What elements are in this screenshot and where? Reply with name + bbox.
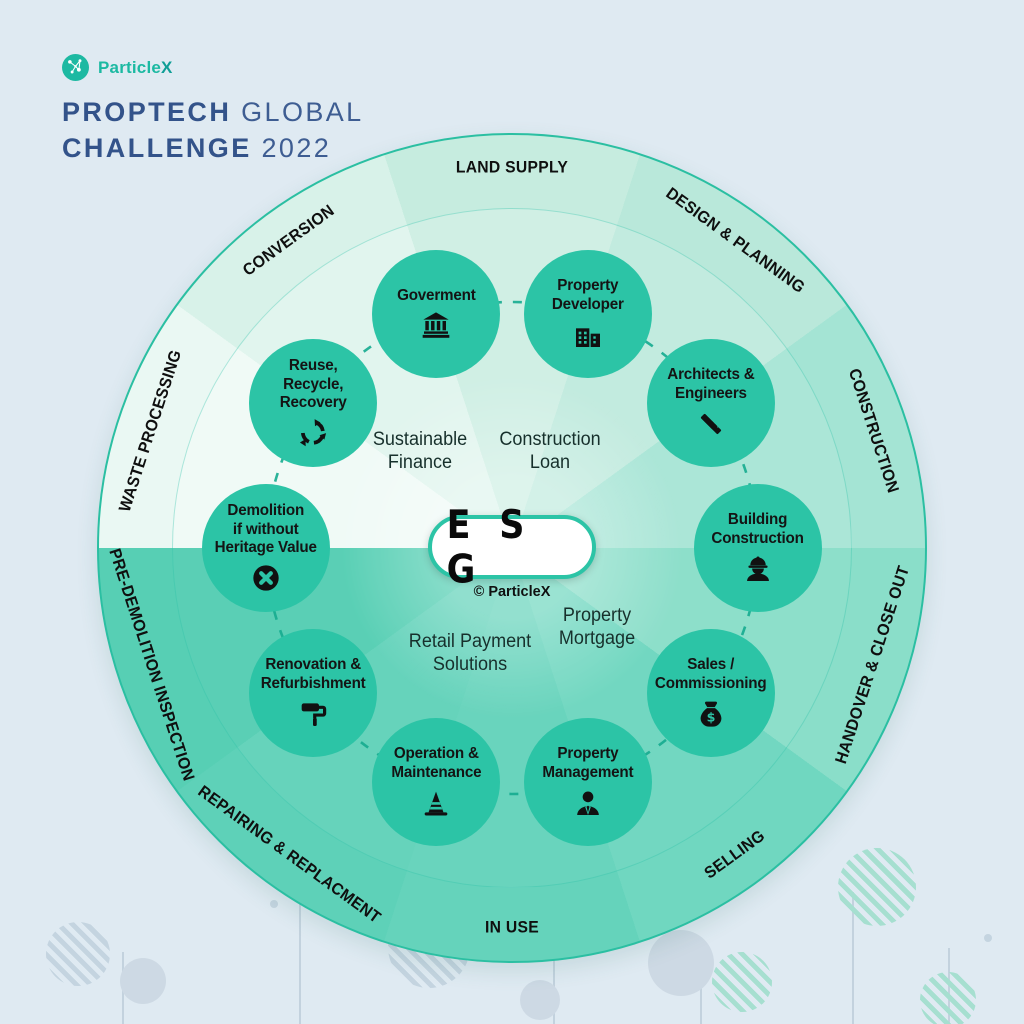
paint-roller-icon	[301, 702, 327, 726]
node-label: Sales / Commissioning	[655, 656, 767, 692]
node-label: Operation & Maintenance	[391, 745, 481, 781]
decor-stem	[852, 892, 854, 1024]
title-line-1: PROPTECH GLOBAL	[62, 95, 364, 131]
decor-circle	[648, 930, 714, 996]
node-label: Property Management	[542, 745, 634, 781]
stakeholder-node-building-construction: Building Construction	[694, 484, 822, 612]
decor-circle	[120, 958, 166, 1004]
node-label: Renovation & Refurbishment	[260, 656, 366, 692]
stakeholder-node-architects-engineers: Architects & Engineers	[647, 339, 775, 467]
construction-worker-icon	[747, 556, 769, 581]
title-global: GLOBAL	[241, 97, 364, 127]
page-title: PROPTECH GLOBAL CHALLENGE 2022	[62, 95, 364, 166]
stakeholder-node-reuse-recycle-recovery: Reuse, Recycle, Recovery	[249, 339, 377, 467]
node-label: Goverment	[396, 286, 476, 304]
node-label: Demolition if without Heritage Value	[214, 502, 318, 557]
stakeholder-node-sales-commissioning: Sales / Commissioning $	[647, 629, 775, 757]
esg-badge: E S G	[428, 502, 596, 592]
pencil-ruler-icon	[700, 413, 722, 434]
decor-striped-circle	[712, 952, 772, 1012]
node-label: Property Developer	[552, 277, 624, 313]
recycle-icon	[299, 418, 327, 447]
decor-stem	[700, 968, 702, 1024]
title-challenge: CHALLENGE	[62, 132, 252, 163]
decor-stem	[299, 872, 301, 1024]
finance-label-construction-loan: Construction Loan	[499, 428, 601, 473]
stakeholder-node-operation-maintenance: Operation & Maintenance	[372, 718, 500, 846]
node-label: Reuse, Recycle, Recovery	[279, 357, 347, 412]
title-line-2: CHALLENGE 2022	[62, 131, 364, 167]
node-label: Building Construction	[711, 511, 805, 547]
decor-striped-circle	[46, 922, 110, 986]
decor-stem	[553, 935, 555, 1024]
manager-icon	[577, 791, 599, 815]
stakeholder-node-renovation-refurbishment: Renovation & Refurbishment	[249, 629, 377, 757]
brand-x: X	[161, 57, 173, 77]
stakeholder-node-goverment: Goverment	[372, 250, 500, 378]
buildings-icon	[576, 327, 600, 347]
decor-dot	[984, 934, 992, 942]
esg-title: E S G	[446, 502, 533, 592]
stakeholder-node-property-developer: Property Developer	[524, 250, 652, 378]
finance-label-property-mortgage: Property Mortgage	[558, 604, 636, 649]
svg-text:$: $	[707, 709, 716, 724]
particlex-logo-icon	[62, 54, 89, 81]
traffic-cone-icon	[424, 791, 448, 816]
decor-circle	[520, 980, 560, 1020]
decor-striped-circle	[920, 972, 976, 1024]
money-bag-icon: $	[700, 701, 722, 727]
decor-striped-circle	[838, 848, 916, 926]
phase-label-land-supply: LAND SUPPLY	[455, 158, 569, 177]
bank-icon	[422, 312, 450, 339]
title-proptech: PROPTECH	[62, 97, 232, 127]
stakeholder-node-property-management: Property Management	[524, 718, 652, 846]
stakeholder-node-demolition: Demolition if without Heritage Value	[202, 484, 330, 612]
brand-particle: Particle	[98, 57, 162, 77]
header: ParticleX PROPTECH GLOBAL CHALLENGE 2022	[62, 54, 364, 166]
finance-label-sustainable-finance: Sustainable Finance	[372, 428, 468, 473]
title-year: 2022	[261, 132, 332, 163]
phase-label-in-use: IN USE	[485, 918, 539, 937]
esg-copyright: © ParticleX	[473, 584, 551, 600]
finance-label-retail-payment-solutions: Retail Payment Solutions	[408, 630, 532, 675]
brand: ParticleX	[62, 54, 364, 81]
node-label: Architects & Engineers	[667, 366, 755, 402]
brand-name: ParticleX	[98, 58, 173, 78]
decor-dot	[270, 900, 278, 908]
cancel-icon	[253, 565, 279, 591]
